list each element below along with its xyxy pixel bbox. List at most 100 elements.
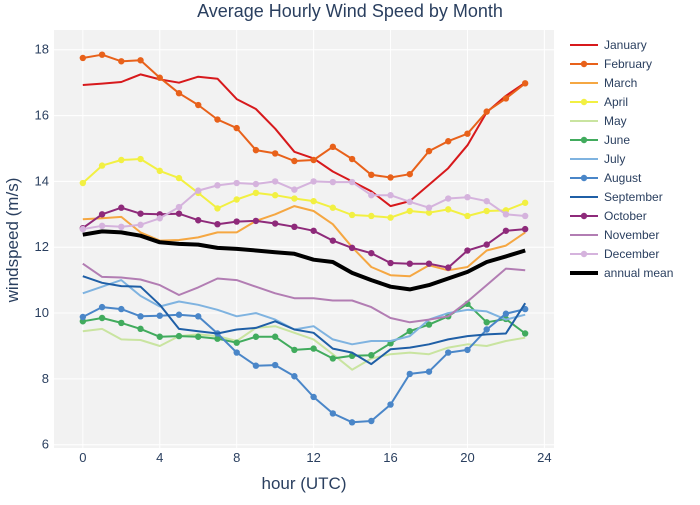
data-point-october — [233, 218, 240, 225]
data-point-august — [387, 401, 394, 408]
data-point-february — [445, 138, 452, 145]
legend-label-october: October — [604, 209, 647, 223]
series-november — [82, 262, 526, 324]
data-point-august — [445, 349, 452, 356]
data-point-april — [387, 214, 394, 221]
data-point-april — [271, 192, 279, 199]
series-line-february — [82, 53, 526, 179]
legend-label-february: February — [604, 57, 652, 71]
data-point-february — [271, 150, 279, 157]
data-point-december — [425, 204, 433, 211]
data-point-june — [175, 332, 183, 340]
data-point-october — [368, 249, 375, 257]
data-point-december — [348, 178, 356, 186]
series-october — [79, 204, 529, 271]
data-point-june — [214, 335, 221, 342]
legend-item-may[interactable]: May — [570, 114, 627, 128]
data-point-february — [214, 116, 221, 123]
data-point-october — [387, 259, 394, 267]
series-line-november — [82, 262, 526, 324]
data-point-june — [291, 346, 298, 354]
legend-item-november[interactable]: November — [570, 228, 659, 242]
plot-area — [54, 30, 554, 448]
data-point-august — [483, 326, 490, 333]
data-point-october — [291, 223, 298, 231]
legend-label-march: March — [604, 76, 637, 90]
data-point-december — [291, 186, 298, 193]
data-point-february — [233, 124, 240, 132]
data-point-december — [195, 187, 202, 194]
data-point-february — [329, 143, 337, 151]
legend-item-march[interactable]: March — [570, 76, 637, 90]
data-point-august — [368, 417, 375, 425]
data-point-february — [137, 57, 144, 64]
legend-label-july: July — [604, 152, 625, 166]
legend-item-annual-mean[interactable]: annual mean — [570, 266, 673, 280]
legend-marker-february — [580, 60, 588, 68]
legend-label-september: September — [604, 190, 663, 204]
data-point-october — [175, 210, 183, 217]
data-point-february — [464, 130, 471, 137]
data-point-october — [521, 225, 529, 233]
data-point-august — [137, 313, 144, 320]
legend[interactable]: January February March April May June July Augu… — [570, 38, 673, 280]
legend-item-january[interactable]: January — [570, 38, 647, 52]
legend-marker-december — [580, 250, 588, 258]
data-point-december — [368, 192, 375, 199]
legend-label-june: June — [604, 133, 630, 147]
legend-item-june[interactable]: June — [570, 133, 630, 147]
data-point-february — [156, 74, 163, 81]
series-layer — [79, 51, 529, 426]
y-tick-label: 8 — [42, 371, 49, 386]
y-tick-label: 10 — [35, 305, 49, 320]
data-point-august — [502, 310, 510, 317]
legend-item-august[interactable]: August — [570, 171, 642, 185]
data-point-october — [214, 220, 221, 228]
data-point-june — [98, 314, 106, 322]
data-point-october — [118, 204, 125, 211]
legend-item-april[interactable]: April — [570, 95, 628, 109]
data-point-december — [387, 192, 394, 199]
data-point-october — [425, 260, 433, 267]
legend-item-december[interactable]: December — [570, 247, 659, 261]
data-point-february — [175, 89, 183, 97]
data-point-august — [425, 368, 433, 375]
data-point-december — [329, 178, 337, 186]
data-point-april — [368, 212, 375, 220]
data-point-june — [252, 333, 260, 340]
gridlines — [54, 30, 554, 448]
data-point-june — [329, 355, 337, 362]
legend-item-october[interactable]: October — [570, 209, 647, 223]
series-line-april — [82, 158, 526, 219]
x-tick-label: 8 — [233, 450, 240, 465]
series-august — [79, 303, 529, 426]
legend-item-july[interactable]: July — [570, 152, 625, 166]
data-point-february — [521, 80, 529, 87]
data-point-october — [483, 241, 490, 248]
data-point-june — [233, 339, 240, 346]
data-point-december — [252, 180, 260, 188]
data-point-august — [310, 393, 317, 401]
y-tick-label: 18 — [35, 42, 49, 57]
data-point-august — [98, 303, 106, 311]
data-point-august — [406, 370, 413, 378]
series-may — [82, 325, 526, 371]
data-point-august — [195, 313, 202, 320]
data-point-april — [329, 204, 337, 211]
data-point-april — [291, 195, 298, 202]
data-point-august — [348, 419, 356, 426]
legend-item-september[interactable]: September — [570, 190, 663, 204]
x-tick-label: 16 — [383, 450, 397, 465]
series-annual-mean — [82, 229, 526, 292]
data-point-december — [233, 179, 240, 187]
series-line-annual-mean — [82, 229, 526, 292]
series-line-may — [82, 325, 526, 371]
data-point-october — [348, 244, 356, 252]
legend-item-february[interactable]: February — [570, 57, 652, 71]
legend-label-april: April — [604, 95, 628, 109]
data-point-august — [252, 362, 260, 369]
data-point-october — [137, 210, 144, 217]
data-point-june — [483, 319, 490, 326]
data-point-february — [406, 170, 413, 178]
